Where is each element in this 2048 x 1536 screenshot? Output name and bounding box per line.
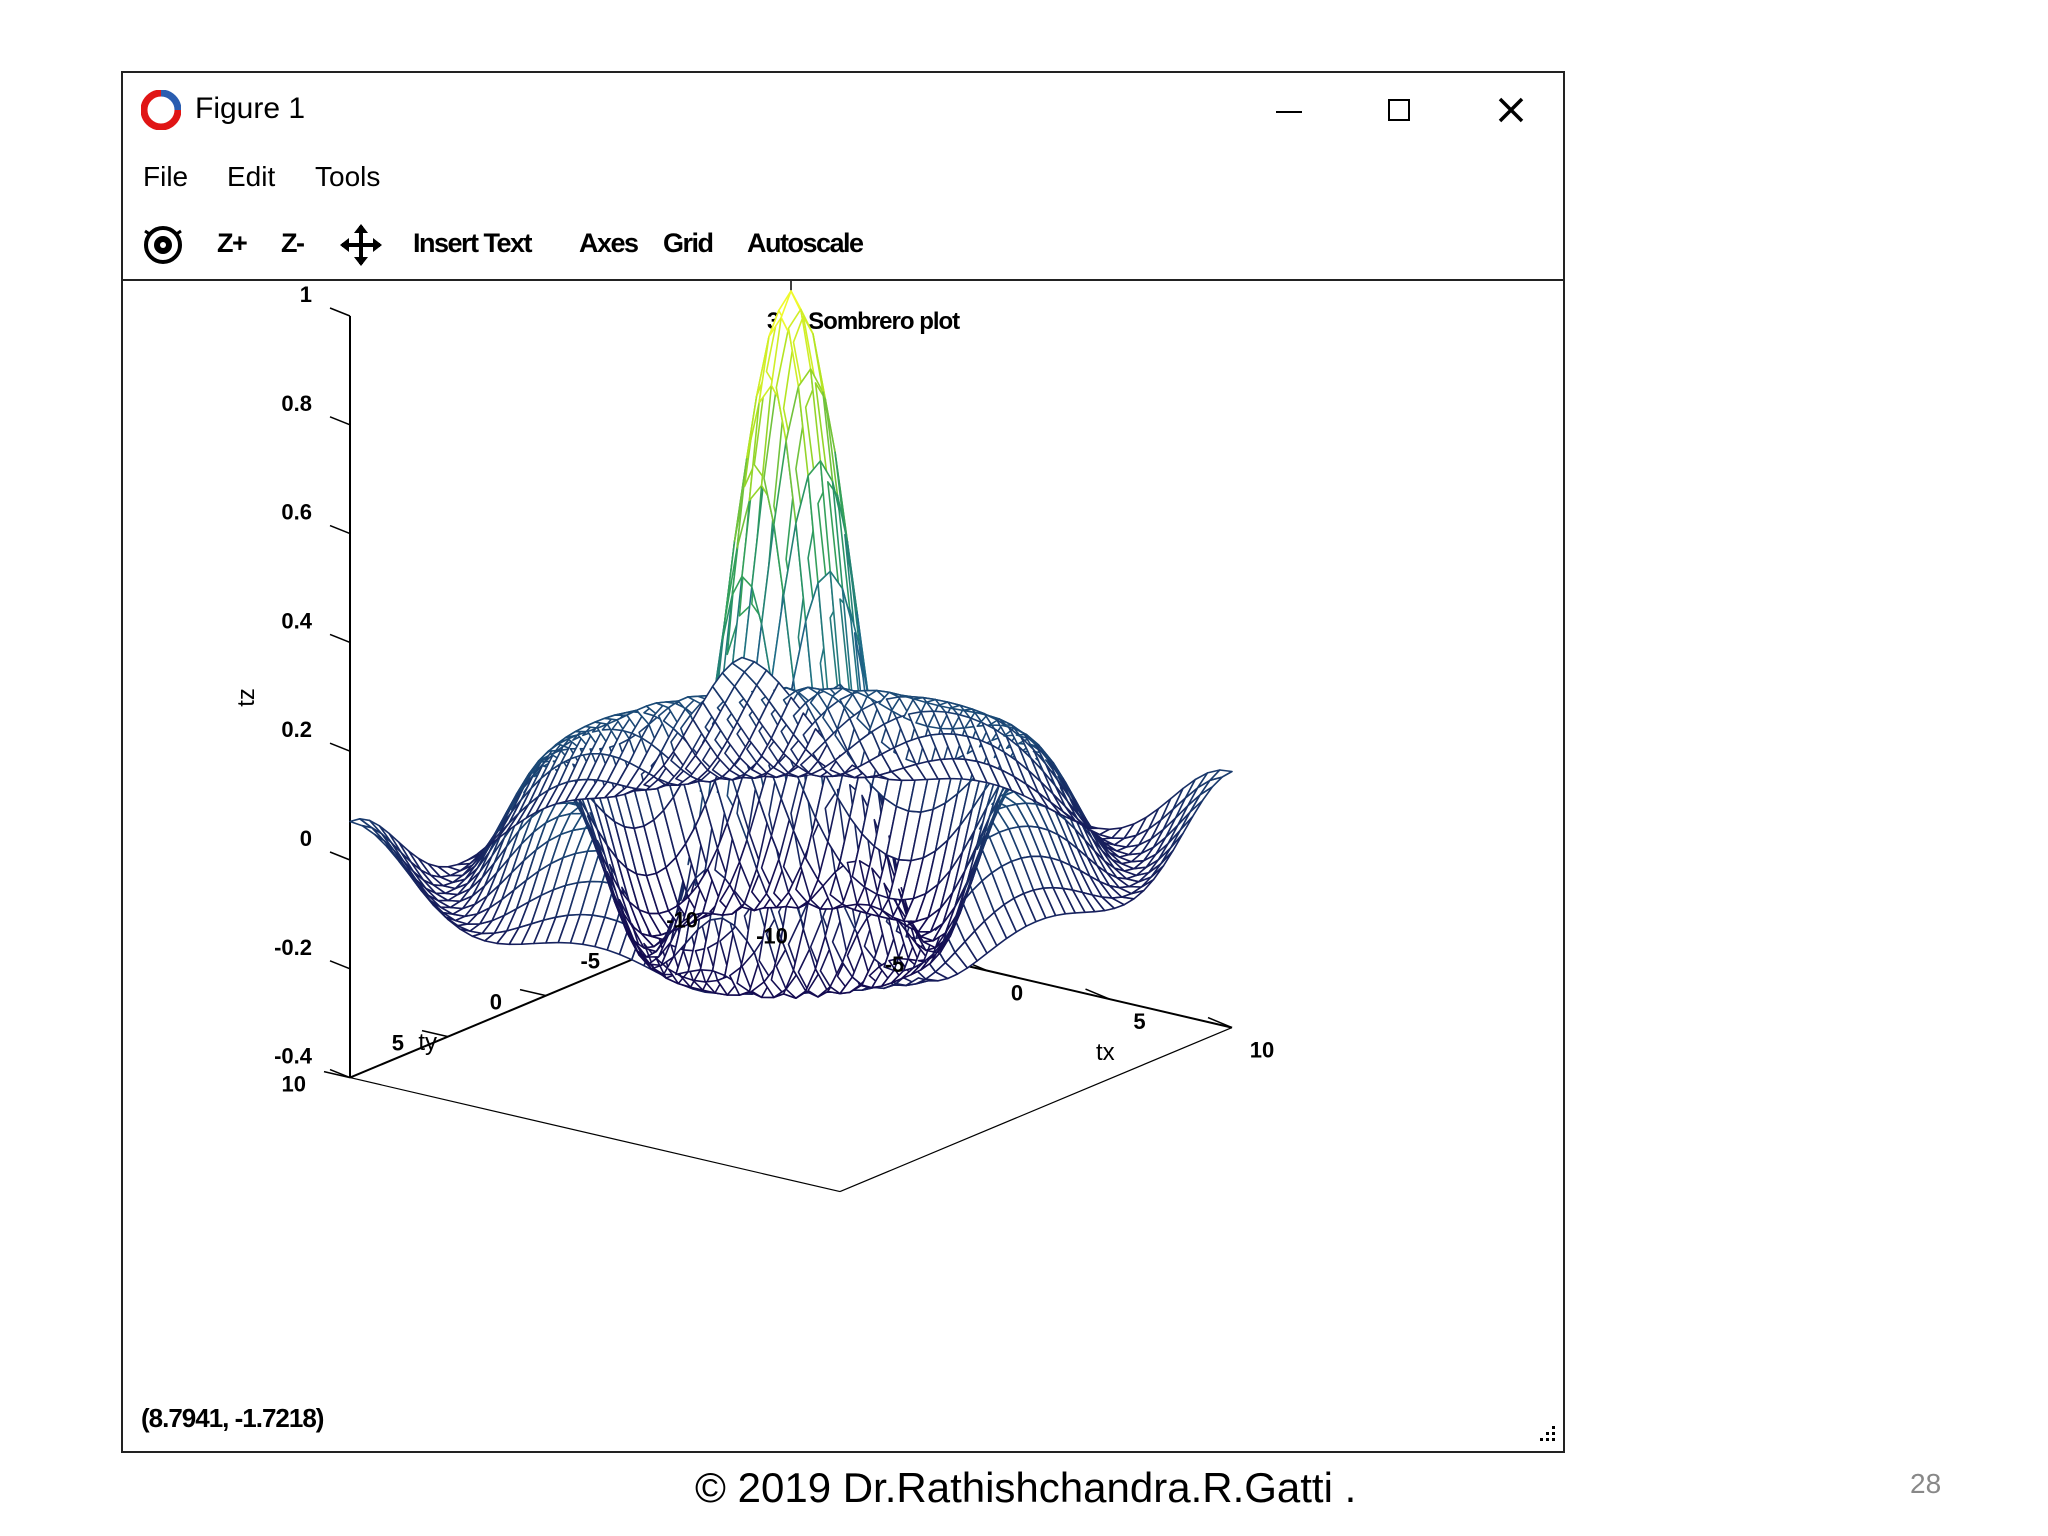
page-number: 28 xyxy=(1910,1468,1942,1499)
z-tick-label: 0.8 xyxy=(281,391,312,416)
zoom-out-button[interactable]: Z- xyxy=(281,228,305,258)
close-button[interactable] xyxy=(1471,83,1551,137)
x-tick-label: -5 xyxy=(885,952,905,977)
x-tick-mark xyxy=(1085,988,1110,1000)
z-tick-label: 1 xyxy=(300,282,312,307)
insert-text-button[interactable]: Insert Text xyxy=(413,228,533,258)
octave-logo-icon xyxy=(141,90,181,130)
z-tick-mark xyxy=(329,416,351,426)
y-tick-mark xyxy=(323,1070,351,1079)
z-tick-mark xyxy=(329,742,351,752)
x-axis-label: tx xyxy=(1096,1039,1115,1066)
close-icon xyxy=(1498,97,1524,123)
copyright-footer: © 2019 Dr.Rathishchandra.R.Gatti . xyxy=(695,1464,1357,1511)
z-tick-label: -0.4 xyxy=(274,1044,313,1069)
z-tick-label: -0.2 xyxy=(274,935,312,960)
y-tick-label: -10 xyxy=(666,908,698,933)
toolbar-divider xyxy=(123,279,1563,281)
y-tick-label: 5 xyxy=(392,1031,404,1056)
z-tick-mark xyxy=(329,851,351,861)
toolbar: Z+ Z- Insert Text Axes Grid Autoscale xyxy=(123,213,1563,273)
z-tick-mark xyxy=(329,524,351,535)
x-tick-label: 5 xyxy=(1133,1009,1145,1034)
x-tick-label: 10 xyxy=(1250,1038,1274,1063)
menu-bar: File Edit Tools xyxy=(123,155,1563,199)
menu-edit[interactable]: Edit xyxy=(227,161,276,192)
y-tick-mark xyxy=(519,988,547,997)
z-axis-label: tz xyxy=(233,688,260,707)
y-tick-mark xyxy=(421,1029,449,1038)
y-tick-label: 0 xyxy=(490,990,502,1015)
y-tick-label: -5 xyxy=(580,949,600,974)
minimize-icon xyxy=(1276,111,1302,113)
z-tick-label: 0.2 xyxy=(281,717,312,742)
x-tick-label: -10 xyxy=(756,924,788,949)
axes-button[interactable]: Axes xyxy=(579,228,639,258)
x-tick-label: 0 xyxy=(1011,981,1023,1006)
z-tick-mark xyxy=(329,633,351,644)
rotate-icon[interactable] xyxy=(141,223,185,267)
z-tick-label: 0.6 xyxy=(281,500,312,525)
zoom-in-button[interactable]: Z+ xyxy=(217,228,248,258)
back-floor-edge xyxy=(349,1077,841,1193)
window-title: Figure 1 xyxy=(195,92,306,125)
surface-mesh-cell xyxy=(1209,769,1233,782)
y-axis-label: ty xyxy=(418,1029,437,1056)
x-tick-mark xyxy=(1207,1016,1233,1029)
z-tick-mark xyxy=(329,307,351,317)
minimize-button[interactable] xyxy=(1249,83,1329,137)
right-floor-edge xyxy=(839,1027,1233,1193)
grid-button[interactable]: Grid xyxy=(663,228,714,258)
pan-icon[interactable] xyxy=(339,223,383,267)
menu-tools[interactable]: Tools xyxy=(315,161,381,192)
y-tick-label: 10 xyxy=(282,1072,306,1097)
title-bar[interactable]: Figure 1 xyxy=(123,73,1563,143)
resize-grip-icon[interactable] xyxy=(1533,1421,1557,1445)
figure-window: Figure 1 File Edit Tools Z+ Z- In xyxy=(121,71,1565,1453)
z-tick-label: 0.4 xyxy=(281,608,312,633)
z-tick-mark xyxy=(329,960,351,970)
maximize-icon xyxy=(1388,99,1410,121)
coordinate-readout: (8.7941, -1.7218) xyxy=(141,1403,324,1433)
z-tick-label: 0 xyxy=(300,826,312,851)
plot-canvas[interactable]: 3-D Sombrero plot -0.4-0.200.20.40.60.81… xyxy=(123,281,1563,1451)
autoscale-button[interactable]: Autoscale xyxy=(747,228,864,258)
maximize-button[interactable] xyxy=(1359,83,1439,137)
menu-file[interactable]: File xyxy=(143,161,189,192)
